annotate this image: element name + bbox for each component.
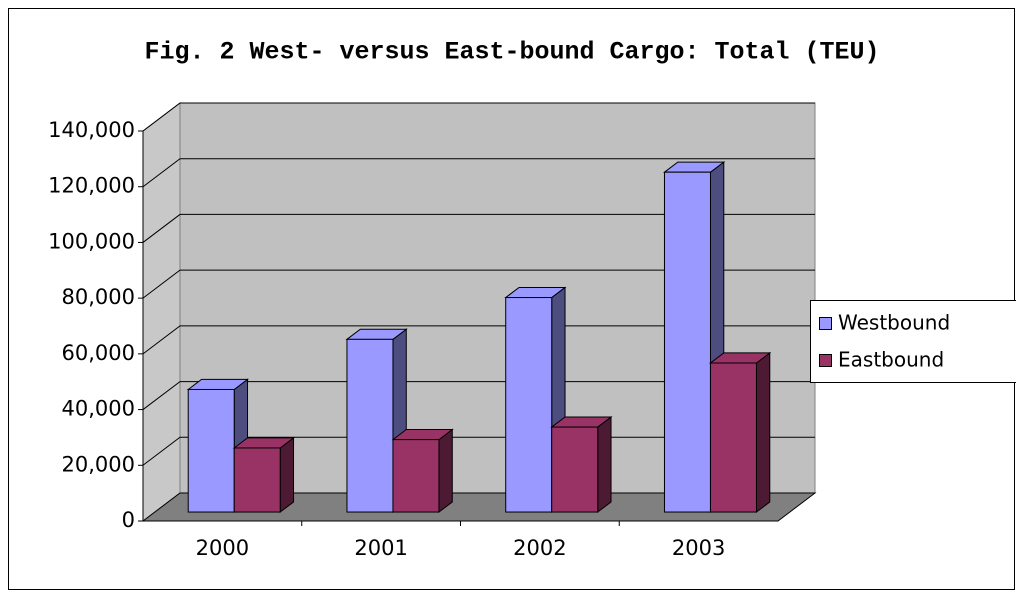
grid-line <box>142 102 815 132</box>
x-tick-label: 2002 <box>513 536 566 560</box>
y-tick-label: 140,000 <box>48 118 135 142</box>
bar <box>392 439 440 513</box>
bar <box>551 426 599 513</box>
grid-line <box>142 269 815 299</box>
side-wall <box>142 101 181 523</box>
y-tick-label: 100,000 <box>48 229 135 253</box>
bar-side <box>755 351 771 514</box>
y-tick-label: 20,000 <box>62 452 135 476</box>
x-tick-label: 2003 <box>672 536 725 560</box>
y-tick-label: 120,000 <box>48 174 135 198</box>
x-tick-label: 2001 <box>354 536 407 560</box>
legend-box <box>810 300 1016 383</box>
bar-side <box>438 428 453 514</box>
bar <box>663 171 711 513</box>
legend-label: Westbound <box>838 311 950 335</box>
bar-side <box>597 415 612 514</box>
legend-label: Eastbound <box>838 348 944 372</box>
bar <box>346 338 394 513</box>
legend-swatch <box>819 354 832 367</box>
grid-line <box>142 158 815 188</box>
bar <box>187 388 235 513</box>
bar <box>709 362 757 513</box>
grid-line <box>142 381 815 410</box>
legend-swatch <box>819 317 832 330</box>
bar <box>233 447 281 513</box>
y-tick-label: 0 <box>122 508 135 532</box>
grid-line <box>142 213 815 243</box>
x-tick-label: 2000 <box>196 536 249 560</box>
bar-side <box>279 436 295 514</box>
y-tick-label: 80,000 <box>62 285 135 309</box>
y-tick-label: 60,000 <box>62 341 135 365</box>
grid-line <box>142 325 815 355</box>
chart-title: Fig. 2 West- versus East-bound Cargo: To… <box>144 38 879 67</box>
bar <box>505 297 553 513</box>
y-tick-label: 40,000 <box>62 397 135 421</box>
